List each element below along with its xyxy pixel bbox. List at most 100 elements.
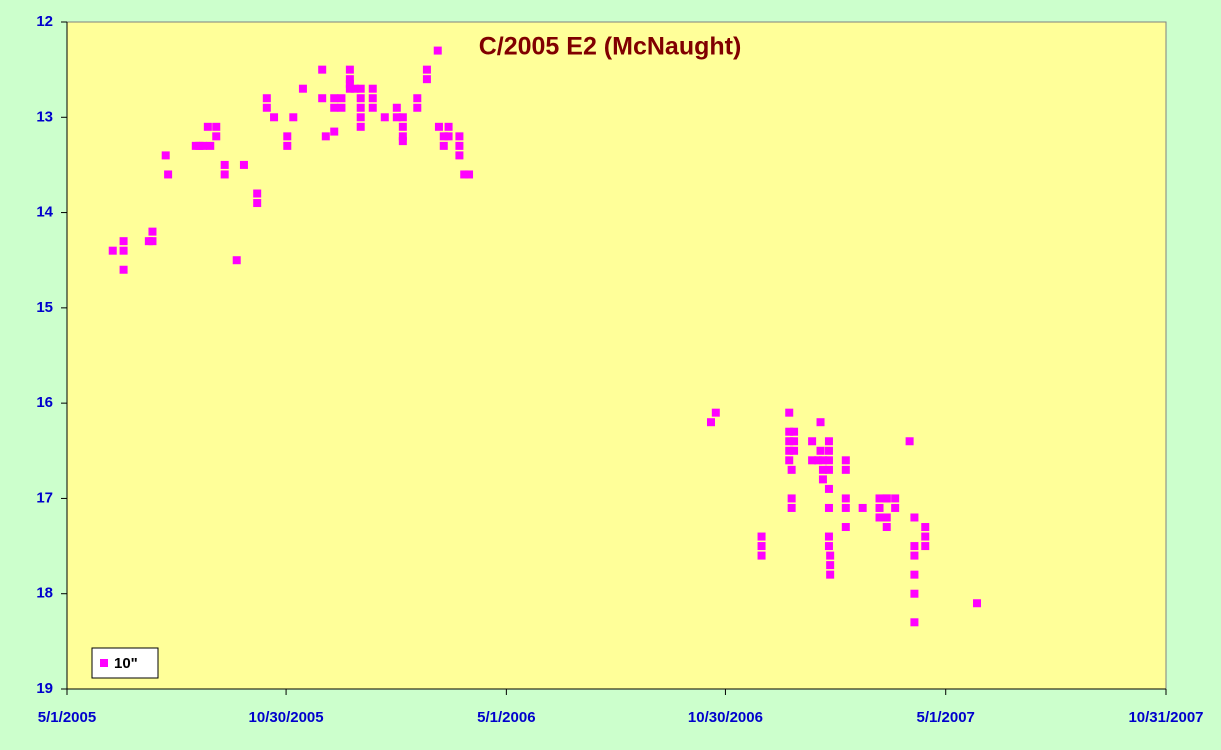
point — [973, 599, 982, 608]
point — [232, 256, 241, 265]
x-tick-label: 5/1/2006 — [477, 709, 535, 726]
point — [392, 113, 401, 122]
point — [787, 503, 796, 512]
point — [875, 494, 884, 503]
point — [824, 437, 833, 446]
point — [824, 542, 833, 551]
point — [785, 456, 794, 465]
point — [220, 160, 229, 169]
point — [757, 542, 766, 551]
point — [148, 237, 157, 246]
point — [239, 160, 248, 169]
point — [814, 456, 823, 465]
point — [119, 265, 128, 274]
point — [422, 75, 431, 84]
point — [910, 570, 919, 579]
point — [921, 523, 930, 532]
point — [818, 456, 827, 465]
point — [119, 246, 128, 255]
point — [262, 103, 271, 112]
point — [439, 141, 448, 150]
chart-title: C/2005 E2 (McNaught) — [479, 33, 742, 61]
point — [910, 513, 919, 522]
x-tick-label: 10/30/2005 — [249, 709, 324, 726]
point — [818, 465, 827, 474]
point — [910, 551, 919, 560]
point — [460, 170, 469, 179]
point — [826, 570, 835, 579]
point — [816, 446, 825, 455]
y-tick-label: 19 — [36, 680, 53, 697]
point — [841, 494, 850, 503]
point — [398, 132, 407, 141]
point — [345, 84, 354, 93]
point — [891, 494, 900, 503]
point — [905, 437, 914, 446]
point — [826, 551, 835, 560]
point — [816, 418, 825, 427]
point — [824, 446, 833, 455]
y-tick-label: 12 — [36, 13, 53, 30]
y-tick-label: 17 — [36, 489, 53, 506]
point — [757, 551, 766, 560]
point — [858, 503, 867, 512]
point — [253, 199, 262, 208]
point — [330, 94, 339, 103]
point — [350, 84, 359, 93]
point — [910, 618, 919, 627]
point — [298, 84, 307, 93]
point — [921, 532, 930, 541]
y-tick-label: 18 — [36, 585, 53, 602]
point — [345, 65, 354, 74]
point — [787, 465, 796, 474]
point — [148, 227, 157, 236]
point — [444, 122, 453, 131]
point — [413, 103, 422, 112]
point — [882, 494, 891, 503]
point — [757, 532, 766, 541]
y-tick-label: 16 — [36, 394, 53, 411]
point — [199, 141, 208, 150]
point — [910, 542, 919, 551]
point — [330, 127, 339, 136]
point — [882, 513, 891, 522]
point — [356, 113, 365, 122]
plot-area — [66, 21, 1167, 690]
point — [841, 465, 850, 474]
point — [368, 84, 377, 93]
point — [826, 561, 835, 570]
point — [212, 132, 221, 141]
point — [824, 484, 833, 493]
point — [841, 523, 850, 532]
point — [413, 94, 422, 103]
point — [164, 170, 173, 179]
point — [262, 94, 271, 103]
y-tick-label: 15 — [36, 299, 53, 316]
point — [455, 132, 464, 141]
point — [398, 122, 407, 131]
point — [785, 427, 794, 436]
point — [790, 446, 799, 455]
point — [808, 456, 817, 465]
point — [398, 113, 407, 122]
point — [824, 532, 833, 541]
point — [785, 437, 794, 446]
point — [203, 122, 212, 131]
point — [345, 79, 354, 88]
point — [711, 408, 720, 417]
point — [808, 437, 817, 446]
point — [398, 137, 407, 146]
point — [706, 418, 715, 427]
point — [910, 589, 919, 598]
point — [119, 237, 128, 246]
point — [337, 94, 346, 103]
point — [841, 503, 850, 512]
point — [283, 141, 292, 150]
point — [330, 103, 339, 112]
point — [356, 84, 365, 93]
point — [161, 151, 170, 160]
point — [108, 246, 117, 255]
x-tick-label: 10/31/2007 — [1128, 709, 1203, 726]
point — [875, 503, 884, 512]
